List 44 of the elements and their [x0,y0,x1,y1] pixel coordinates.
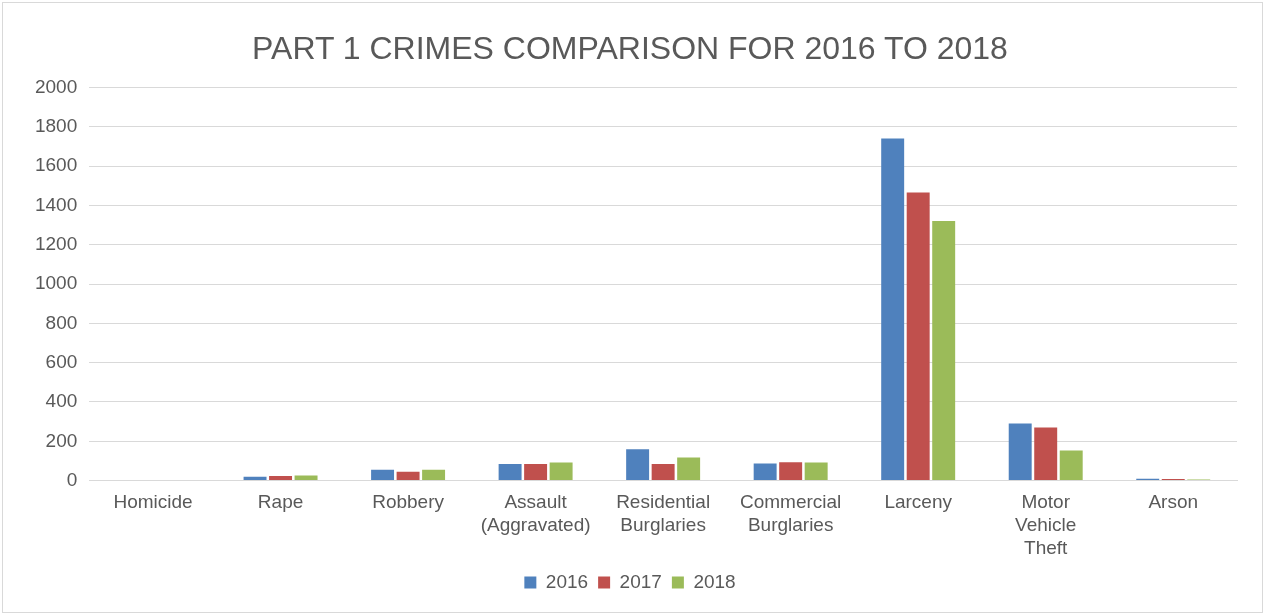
bar [422,469,446,481]
bar [753,463,777,481]
x-tick-label: Robbery [372,491,445,513]
y-tick-label: 1000 [34,272,78,294]
y-tick-label: 200 [45,429,78,451]
x-tick-label: Homicide [113,491,193,513]
bar [1034,427,1058,481]
y-tick-label: 2000 [34,75,78,97]
bar [1059,450,1083,481]
legend-label: 2018 [693,570,736,592]
y-tick-label: 1400 [34,193,78,215]
y-tick-label: 0 [66,468,78,490]
bar [269,475,293,481]
bar [626,449,650,481]
bar [677,457,701,481]
bar [1008,423,1032,481]
x-tick-label: Motor Vehicle Theft [1015,491,1077,558]
y-tick-label: 400 [45,390,78,412]
legend-label: 2017 [619,570,662,592]
y-tick-label: 800 [45,311,78,333]
bar [524,463,548,481]
y-tick-label: 1600 [34,154,78,176]
x-tick-label: Assault (Aggravated) [480,491,591,536]
x-tick-label: Residential Burglaries [616,491,711,536]
x-tick-label: Arson [1148,491,1199,513]
bar [498,463,522,481]
legend-label: 2016 [545,570,589,592]
bar [371,469,395,481]
y-tick-label: 1800 [34,114,78,136]
bar [932,221,956,481]
x-tick-label: Commercial Burglaries [739,491,842,536]
chart-title: PART 1 CRIMES COMPARISON FOR 2016 TO 2018 [252,30,1008,67]
x-tick-label: Larceny [884,491,953,513]
bar [549,462,573,481]
bar [804,462,828,481]
bar [779,462,803,481]
y-tick-label: 1200 [34,232,78,254]
bar [651,463,675,481]
bar [294,475,318,481]
bar [906,192,930,481]
bar [881,138,905,481]
y-tick-label: 600 [45,350,78,372]
x-tick-label: Rape [257,491,304,513]
bar [396,471,420,481]
